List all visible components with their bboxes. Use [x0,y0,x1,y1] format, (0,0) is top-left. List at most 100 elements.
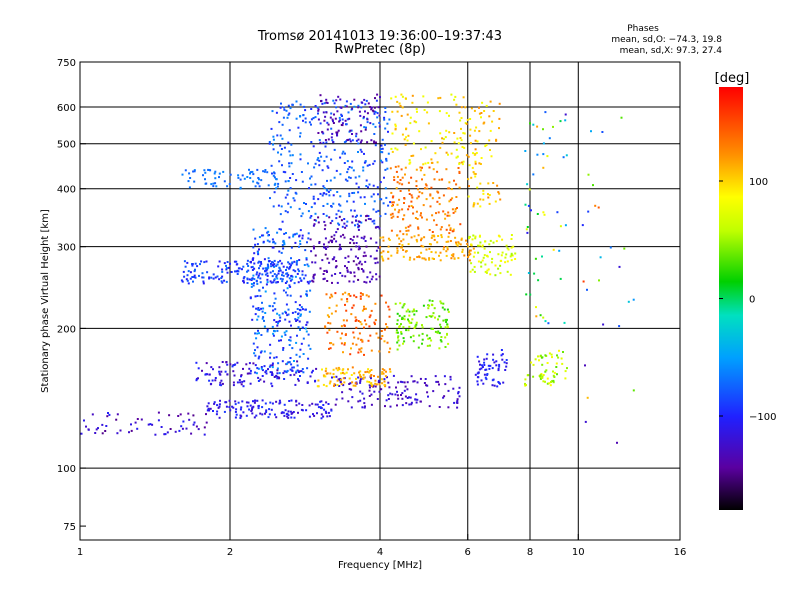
data-point-1007 [295,261,298,264]
data-point-661 [280,335,283,338]
data-point-544 [366,380,369,383]
data-point-1100 [237,174,240,177]
data-point-1139 [353,105,356,108]
data-point-1141 [281,164,283,167]
data-point-2321 [441,137,444,140]
data-point-2126 [325,293,328,296]
data-point-2568 [544,380,546,383]
data-point-1715 [380,251,383,254]
data-point-963 [183,260,186,263]
data-point-948 [289,279,292,282]
data-point-1150 [349,176,352,179]
data-point-179 [240,415,243,418]
data-point-847 [257,253,260,256]
data-point-418 [311,369,314,372]
data-point-342 [240,375,242,378]
data-point-1894 [401,176,404,179]
data-point-2004 [422,304,425,307]
data-point-272 [395,386,397,389]
data-point-697 [250,279,253,281]
data-point-2219 [407,134,410,137]
data-point-1497 [355,219,357,222]
data-point-2647 [544,111,547,114]
data-point-2590 [555,362,558,365]
data-point-2483 [492,182,495,184]
data-point-2386 [483,247,486,250]
data-point-663 [254,364,257,367]
data-point-2371 [473,265,476,268]
data-point-837 [301,368,304,370]
data-point-1637 [375,141,377,144]
data-point-1916 [448,181,451,184]
data-point-2412 [481,366,484,368]
data-point-2311 [434,152,437,155]
data-point-1758 [449,240,452,242]
data-point-188 [247,401,250,404]
data-point-368 [236,381,239,384]
data-point-2658 [537,279,540,282]
data-point-2661 [616,441,618,444]
data-point-2079 [394,302,397,305]
data-point-1316 [337,209,340,212]
data-point-299 [359,390,362,393]
data-point-457 [263,365,266,368]
data-point-2043 [398,344,401,347]
data-point-702 [274,308,277,311]
data-point-2264 [396,110,399,113]
data-point-1966 [442,210,445,213]
data-point-964 [273,263,276,266]
data-point-2342 [507,248,510,251]
data-point-433 [295,371,298,374]
data-point-660 [298,320,301,323]
data-point-2044 [437,330,440,333]
data-point-876 [293,260,296,263]
data-point-169 [218,416,221,419]
data-point-1205 [286,116,289,119]
data-point-1191 [321,102,324,105]
data-point-431 [276,369,279,372]
data-point-2253 [424,146,427,149]
data-point-1726 [446,248,449,251]
data-point-1597 [318,242,321,244]
data-point-1971 [431,214,434,217]
data-point-1674 [327,123,330,126]
data-point-2666 [632,298,635,301]
data-point-2544 [473,172,476,175]
data-point-2642 [559,225,562,228]
data-point-449 [224,370,227,373]
data-point-1500 [334,273,337,275]
data-point-665 [295,353,298,356]
data-point-2028 [425,316,428,319]
data-point-645 [252,284,255,287]
data-point-126 [297,411,299,414]
data-point-2360 [499,264,502,267]
data-point-408 [248,362,251,365]
y-tick-label-3: 300 [57,243,76,254]
data-point-1928 [415,210,418,213]
data-point-1128 [280,148,283,150]
data-point-1241 [318,139,321,142]
data-point-221 [338,385,341,387]
data-point-154 [253,401,256,404]
data-point-2033 [412,308,415,311]
data-point-1557 [363,251,366,254]
data-point-937 [264,270,266,273]
data-point-2331 [501,238,504,241]
data-point-501 [373,375,375,377]
data-point-2119 [344,303,346,306]
data-point-2298 [422,163,425,166]
data-point-167 [239,417,242,419]
data-point-465 [389,370,392,373]
data-point-519 [333,376,335,379]
data-point-108 [219,399,221,402]
data-point-1151 [312,145,315,148]
data-point-1462 [357,278,360,281]
data-point-2488 [467,178,470,181]
data-point-1314 [363,161,366,164]
data-point-209 [455,401,458,404]
data-point-572 [256,295,259,297]
data-point-1025 [243,276,246,278]
data-point-107 [229,409,232,412]
data-point-244 [443,375,446,378]
data-point-211 [427,395,429,398]
